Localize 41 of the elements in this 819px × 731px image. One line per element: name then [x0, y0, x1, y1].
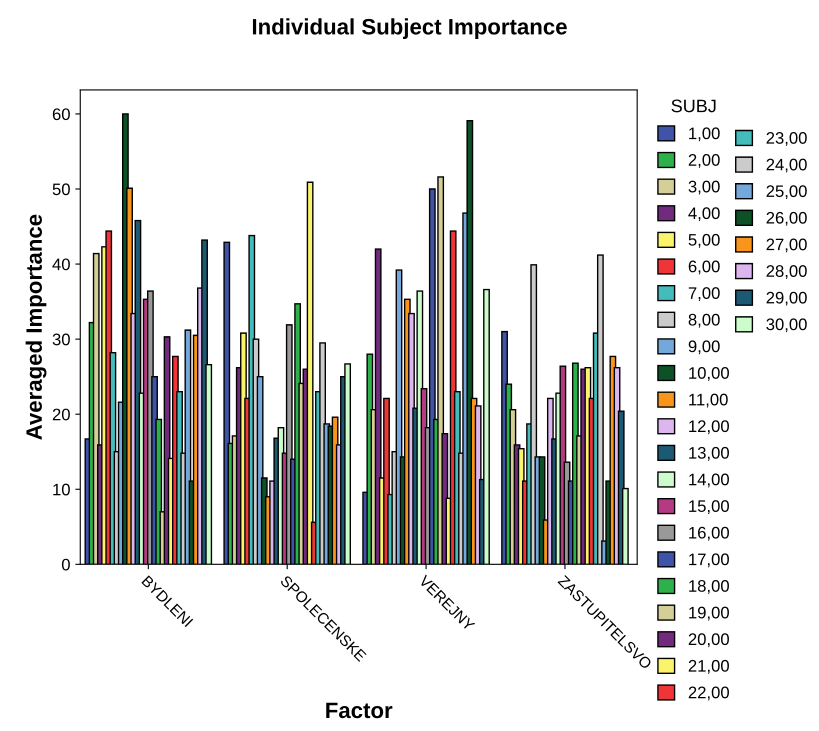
legend-label: 7,00 — [688, 287, 720, 301]
legend-label: 3,00 — [688, 180, 720, 194]
legend-label: 13,00 — [689, 446, 729, 461]
legend-label: 14,00 — [689, 474, 729, 488]
legend-label: 9,00 — [688, 340, 720, 354]
legend-label: 15,00 — [689, 500, 729, 514]
legend-label: 18,00 — [689, 580, 729, 594]
legend-label: 17,00 — [689, 553, 729, 568]
y-tick-label: 0 — [62, 558, 70, 571]
legend-label: 19,00 — [689, 606, 729, 620]
y-tick-label: 10 — [53, 484, 70, 496]
legend-label: 22,00 — [688, 686, 729, 700]
chart-title: Individual Subject Importance — [252, 18, 567, 39]
legend-label: 21,00 — [688, 660, 729, 674]
legend-label: 27,00 — [766, 238, 807, 252]
legend-label: 6,00 — [688, 260, 720, 274]
legend-label: 23,00 — [766, 132, 807, 146]
legend-label: 12,00 — [689, 420, 729, 434]
legend-label: 4,00 — [688, 207, 720, 222]
y-tick-label: 30 — [52, 334, 70, 346]
legend-label: 20,00 — [688, 633, 729, 648]
y-axis-title: Averaged Importance — [26, 214, 46, 440]
x-axis-title: Factor — [326, 702, 392, 718]
y-tick-label: 50 — [52, 183, 70, 196]
legend-label: 5,00 — [688, 234, 720, 248]
legend-label: 10,00 — [689, 367, 729, 381]
y-tick-label: 40 — [52, 258, 70, 270]
y-tick-label: 60 — [52, 108, 70, 120]
legend-label: 28,00 — [766, 265, 807, 279]
legend-title: SUBJ — [672, 100, 716, 112]
y-tick-label: 20 — [52, 408, 70, 420]
legend-label: 16,00 — [689, 526, 729, 541]
legend-label: 8,00 — [688, 314, 720, 328]
legend-label: 2,00 — [688, 154, 720, 168]
legend-label: 24,00 — [766, 158, 807, 172]
legend-label: 30,00 — [766, 318, 807, 332]
legend-label: 11,00 — [689, 394, 728, 408]
legend-label: 29,00 — [766, 292, 807, 306]
legend-label: 1,00 — [689, 127, 720, 142]
legend-label: 25,00 — [766, 185, 807, 200]
legend-label: 26,00 — [766, 212, 807, 226]
